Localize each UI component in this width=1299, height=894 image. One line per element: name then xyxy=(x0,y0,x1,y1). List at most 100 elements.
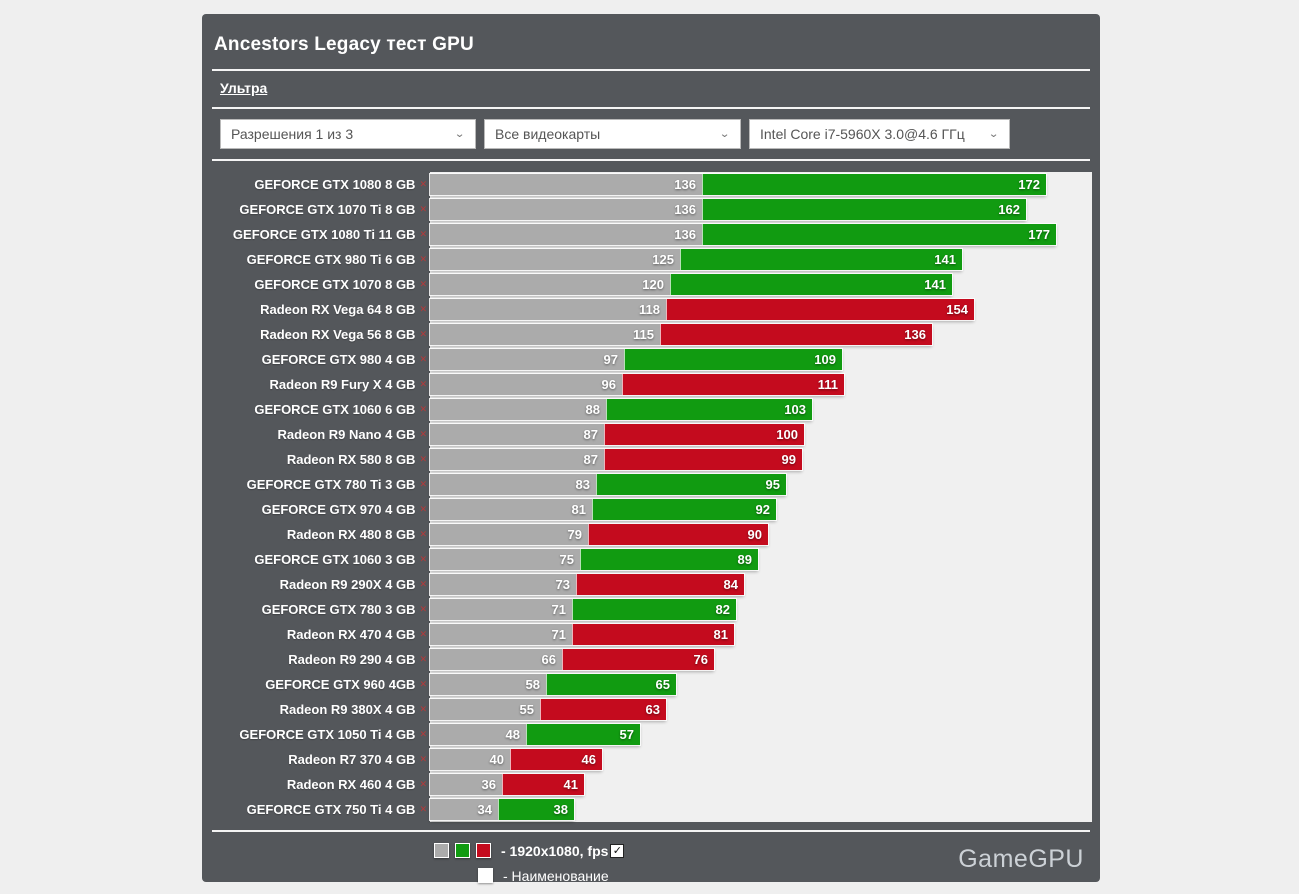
fps-bar-gray-segment: 125 xyxy=(430,249,680,270)
fps-value-vendor: 46 xyxy=(581,752,596,767)
legend-swatch-white xyxy=(478,868,493,883)
remove-gpu-icon[interactable]: ✕ xyxy=(419,354,427,364)
fps-bar-gray-segment: 40 xyxy=(430,749,510,770)
remove-gpu-icon[interactable]: ✕ xyxy=(419,504,427,514)
legend-label-name: - Наименование xyxy=(503,867,609,884)
remove-gpu-icon[interactable]: ✕ xyxy=(419,629,427,639)
gpu-label-cell: GEFORCE GTX 750 Ti 4 GB ✕ xyxy=(210,802,430,817)
gpu-row: GEFORCE GTX 970 4 GB ✕ 81 92 xyxy=(210,497,1092,522)
resolution-select[interactable]: Разрешения 1 из 3 ⌄ xyxy=(220,119,476,149)
gpu-label-cell: Radeon R7 370 4 GB ✕ xyxy=(210,752,430,767)
filters-bar: Разрешения 1 из 3 ⌄ Все видеокарты ⌄ Int… xyxy=(220,119,1092,149)
gpu-row: GEFORCE GTX 1070 Ti 8 GB ✕ 136 162 xyxy=(210,197,1092,222)
remove-gpu-icon[interactable]: ✕ xyxy=(419,704,427,714)
remove-gpu-icon[interactable]: ✕ xyxy=(419,679,427,689)
legend-swatch-nvidia xyxy=(455,843,470,858)
divider xyxy=(212,69,1090,71)
gpu-label: Radeon R9 Fury X 4 GB xyxy=(269,377,416,392)
remove-gpu-icon[interactable]: ✕ xyxy=(419,529,427,539)
gpu-row: GEFORCE GTX 780 Ti 3 GB ✕ 83 95 xyxy=(210,472,1092,497)
fps-bar-gray-segment: 71 xyxy=(430,624,572,645)
fps-bar-vendor-segment: 46 xyxy=(510,749,602,770)
remove-gpu-icon[interactable]: ✕ xyxy=(419,329,427,339)
fps-bar-vendor-segment: 65 xyxy=(546,674,676,695)
fps-bar: 73 84 xyxy=(430,574,744,595)
fps-bar: 66 76 xyxy=(430,649,714,670)
remove-gpu-icon[interactable]: ✕ xyxy=(419,454,427,464)
gpu-row: Radeon RX 480 8 GB ✕ 79 90 xyxy=(210,522,1092,547)
gpu-label: GEFORCE GTX 750 Ti 4 GB xyxy=(246,802,416,817)
fps-value-vendor: 89 xyxy=(737,552,752,567)
fps-bar-gray-segment: 118 xyxy=(430,299,666,320)
remove-gpu-icon[interactable]: ✕ xyxy=(419,779,427,789)
remove-gpu-icon[interactable]: ✕ xyxy=(419,754,427,764)
fps-value-vendor: 103 xyxy=(784,402,806,417)
gpu-label: Radeon RX 460 4 GB xyxy=(286,777,416,792)
fps-value-vendor: 57 xyxy=(619,727,634,742)
gpu-label-cell: GEFORCE GTX 980 Ti 6 GB ✕ xyxy=(210,252,430,267)
remove-gpu-icon[interactable]: ✕ xyxy=(419,404,427,414)
gpu-row: Radeon R7 370 4 GB ✕ 40 46 xyxy=(210,747,1092,772)
remove-gpu-icon[interactable]: ✕ xyxy=(419,279,427,289)
fps-value-vendor: 82 xyxy=(715,602,730,617)
fps-value-gray: 136 xyxy=(674,202,696,217)
remove-gpu-icon[interactable]: ✕ xyxy=(419,179,427,189)
remove-gpu-icon[interactable]: ✕ xyxy=(419,604,427,614)
remove-gpu-icon[interactable]: ✕ xyxy=(419,229,427,239)
fps-bar-vendor-segment: 111 xyxy=(622,374,844,395)
fps-bar-vendor-segment: 38 xyxy=(498,799,574,820)
fps-value-gray: 48 xyxy=(505,727,520,742)
preset-link-ultra[interactable]: Ультра xyxy=(220,80,268,96)
gpu-row: Radeon RX Vega 64 8 GB ✕ 118 154 xyxy=(210,297,1092,322)
cpu-select[interactable]: Intel Core i7-5960X 3.0@4.6 ГГц ⌄ xyxy=(749,119,1010,149)
fps-value-gray: 34 xyxy=(477,802,492,817)
fps-value-gray: 88 xyxy=(585,402,600,417)
fps-bar: 40 46 xyxy=(430,749,602,770)
videocards-select[interactable]: Все видеокарты ⌄ xyxy=(484,119,741,149)
fps-bar-gray-segment: 136 xyxy=(430,224,702,245)
fps-bar-vendor-segment: 136 xyxy=(660,324,932,345)
remove-gpu-icon[interactable]: ✕ xyxy=(419,429,427,439)
gpu-label: Radeon RX 470 4 GB xyxy=(286,627,416,642)
fps-bar-gray-segment: 120 xyxy=(430,274,670,295)
fps-bar: 88 103 xyxy=(430,399,812,420)
remove-gpu-icon[interactable]: ✕ xyxy=(419,729,427,739)
fps-value-gray: 81 xyxy=(571,502,586,517)
legend-row-name: - Наименование xyxy=(478,864,1092,887)
remove-gpu-icon[interactable]: ✕ xyxy=(419,379,427,389)
fps-bar: 48 57 xyxy=(430,724,640,745)
remove-gpu-icon[interactable]: ✕ xyxy=(419,804,427,814)
gpu-label: Radeon RX 580 8 GB xyxy=(286,452,416,467)
fps-bar-gray-segment: 58 xyxy=(430,674,546,695)
gpu-row: Radeon R9 290 4 GB ✕ 66 76 xyxy=(210,647,1092,672)
fps-bar-vendor-segment: 57 xyxy=(526,724,640,745)
remove-gpu-icon[interactable]: ✕ xyxy=(419,254,427,264)
fps-value-gray: 58 xyxy=(525,677,540,692)
remove-gpu-icon[interactable]: ✕ xyxy=(419,204,427,214)
divider xyxy=(212,107,1090,109)
fps-value-vendor: 90 xyxy=(747,527,762,542)
remove-gpu-icon[interactable]: ✕ xyxy=(419,479,427,489)
remove-gpu-icon[interactable]: ✕ xyxy=(419,654,427,664)
fps-checkbox[interactable]: ✓ xyxy=(610,843,625,858)
fps-value-gray: 115 xyxy=(633,327,654,342)
gpu-label-cell: Radeon R9 Fury X 4 GB ✕ xyxy=(210,377,430,392)
fps-value-vendor: 76 xyxy=(693,652,708,667)
gpu-benchmark-chart: GEFORCE GTX 1080 8 GB ✕ 136 172 GEFORCE … xyxy=(210,172,1092,822)
fps-value-vendor: 92 xyxy=(755,502,770,517)
fps-bar-gray-segment: 66 xyxy=(430,649,562,670)
fps-bar-gray-segment: 55 xyxy=(430,699,540,720)
gpu-label: GEFORCE GTX 1080 8 GB xyxy=(254,177,416,192)
remove-gpu-icon[interactable]: ✕ xyxy=(419,579,427,589)
fps-value-gray: 55 xyxy=(519,702,534,717)
gpu-row: GEFORCE GTX 1070 8 GB ✕ 120 141 xyxy=(210,272,1092,297)
gpu-label-cell: Radeon R9 Nano 4 GB ✕ xyxy=(210,427,430,442)
chevron-down-icon: ⌄ xyxy=(988,127,999,140)
remove-gpu-icon[interactable]: ✕ xyxy=(419,554,427,564)
gpu-label: Radeon RX Vega 64 8 GB xyxy=(260,302,416,317)
fps-value-vendor: 100 xyxy=(776,427,798,442)
gpu-label: GEFORCE GTX 780 3 GB xyxy=(261,602,416,617)
gpu-row: Radeon R9 Fury X 4 GB ✕ 96 111 xyxy=(210,372,1092,397)
remove-gpu-icon[interactable]: ✕ xyxy=(419,304,427,314)
fps-value-gray: 83 xyxy=(575,477,590,492)
